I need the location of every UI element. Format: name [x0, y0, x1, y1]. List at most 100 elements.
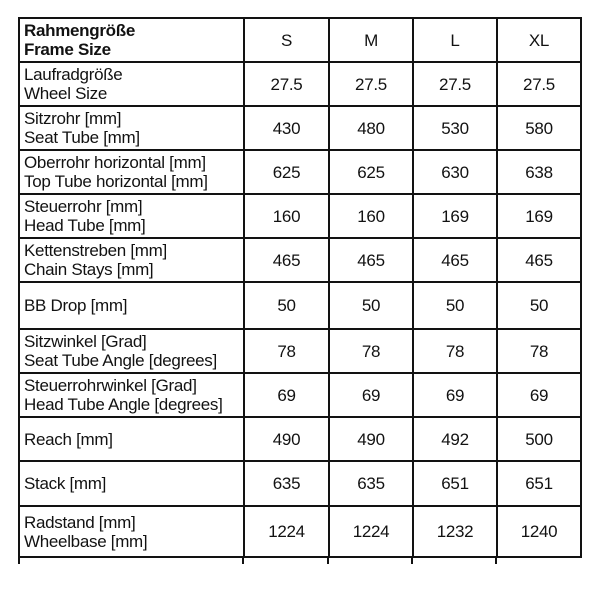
row-label-de: Sitzrohr [mm] [24, 109, 122, 128]
cell-value: 651 [412, 460, 498, 507]
cell-value: 78 [496, 328, 582, 374]
column-header-xl: XL [496, 17, 582, 63]
header-row: Rahmengröße Frame Size S M L XL [18, 17, 582, 63]
cell-value: 50 [496, 281, 582, 330]
row-label-en: Seat Tube Angle [degrees] [24, 351, 217, 370]
cell-value: 465 [496, 237, 582, 283]
row-label: Radstand [mm] Wheelbase [mm] [18, 505, 245, 558]
table-row-top-tube: Oberrohr horizontal [mm] Top Tube horizo… [18, 149, 582, 195]
table-row-head-tube-angle: Steuerrohrwinkel [Grad] Head Tube Angle … [18, 372, 582, 418]
table-row-bb-drop: BB Drop [mm] 50 50 50 50 [18, 281, 582, 330]
row-label-de: Sitzwinkel [Grad] [24, 332, 147, 351]
cell-value: 78 [412, 328, 498, 374]
cell-value: 169 [496, 193, 582, 239]
cell-value: 169 [412, 193, 498, 239]
row-label-de: Steuerrohr [mm] [24, 197, 143, 216]
cell-value: 530 [412, 105, 498, 151]
row-label-de: Kettenstreben [mm] [24, 241, 167, 260]
row-label: Stack [mm] [18, 460, 245, 507]
row-label: Kettenstreben [mm] Chain Stays [mm] [18, 237, 245, 283]
border-stub [327, 556, 329, 564]
row-label-de: Oberrohr horizontal [mm] [24, 153, 206, 172]
border-stub [411, 556, 413, 564]
cell-value: 492 [412, 416, 498, 462]
cell-value: 580 [496, 105, 582, 151]
cell-value: 69 [328, 372, 414, 418]
row-label: Sitzrohr [mm] Seat Tube [mm] [18, 105, 245, 151]
row-label: BB Drop [mm] [18, 281, 245, 330]
cell-value: 635 [328, 460, 414, 507]
cell-value: 430 [243, 105, 330, 151]
cell-value: 50 [328, 281, 414, 330]
table-row-stack: Stack [mm] 635 635 651 651 [18, 460, 582, 507]
column-header-l: L [412, 17, 498, 63]
table-row-reach: Reach [mm] 490 490 492 500 [18, 416, 582, 462]
row-label-en: Wheelbase [mm] [24, 531, 148, 551]
header-label-de: Rahmengröße [24, 21, 135, 40]
border-stub [242, 556, 244, 564]
row-label-de: Radstand [mm] [24, 512, 136, 532]
frame-geometry-table: Rahmengröße Frame Size S M L XL Laufradg… [18, 17, 582, 564]
header-frame-size: Rahmengröße Frame Size [18, 17, 245, 63]
cell-value: 635 [243, 460, 330, 507]
cell-value: 630 [412, 149, 498, 195]
cell-value: 1224 [328, 505, 414, 558]
row-label-en: Head Tube [mm] [24, 216, 146, 235]
cell-value: 638 [496, 149, 582, 195]
row-label-en: Wheel Size [24, 84, 107, 103]
cell-value: 465 [328, 237, 414, 283]
cell-value: 78 [243, 328, 330, 374]
cell-value: 625 [328, 149, 414, 195]
cell-value: 1240 [496, 505, 582, 558]
row-label: Steuerrohrwinkel [Grad] Head Tube Angle … [18, 372, 245, 418]
cell-value: 480 [328, 105, 414, 151]
row-label: Steuerrohr [mm] Head Tube [mm] [18, 193, 245, 239]
table-row-chain-stays: Kettenstreben [mm] Chain Stays [mm] 465 … [18, 237, 582, 283]
geometry-table: Rahmengröße Frame Size S M L XL Laufradg… [18, 17, 582, 558]
cell-value: 490 [328, 416, 414, 462]
row-label-en: Seat Tube [mm] [24, 128, 140, 147]
column-header-m: M [328, 17, 414, 63]
cell-value: 50 [412, 281, 498, 330]
table-row-head-tube: Steuerrohr [mm] Head Tube [mm] 160 160 1… [18, 193, 582, 239]
header-label-en: Frame Size [24, 40, 111, 59]
cell-value: 160 [243, 193, 330, 239]
cell-value: 27.5 [328, 61, 414, 107]
cell-value: 50 [243, 281, 330, 330]
cell-value: 69 [243, 372, 330, 418]
border-stub [18, 556, 20, 564]
table-row-seat-tube-angle: Sitzwinkel [Grad] Seat Tube Angle [degre… [18, 328, 582, 374]
row-label: Laufradgröße Wheel Size [18, 61, 245, 107]
row-label: Reach [mm] [18, 416, 245, 462]
column-header-s: S [243, 17, 330, 63]
table-row-wheelbase: Radstand [mm] Wheelbase [mm] 1224 1224 1… [18, 505, 582, 558]
cell-value: 78 [328, 328, 414, 374]
cell-value: 500 [496, 416, 582, 462]
cell-value: 465 [412, 237, 498, 283]
table-row-wheel-size: Laufradgröße Wheel Size 27.5 27.5 27.5 2… [18, 61, 582, 107]
row-label-de: Stack [mm] [24, 474, 107, 493]
cell-value: 490 [243, 416, 330, 462]
table-row-seat-tube: Sitzrohr [mm] Seat Tube [mm] 430 480 530… [18, 105, 582, 151]
cell-value: 1224 [243, 505, 330, 558]
cell-value: 27.5 [243, 61, 330, 107]
row-label-en: Top Tube horizontal [mm] [24, 172, 208, 191]
cell-value: 465 [243, 237, 330, 283]
row-label-de: BB Drop [mm] [24, 296, 128, 315]
row-label: Oberrohr horizontal [mm] Top Tube horizo… [18, 149, 245, 195]
row-label-de: Steuerrohrwinkel [Grad] [24, 376, 197, 395]
cell-value: 160 [328, 193, 414, 239]
cell-value: 625 [243, 149, 330, 195]
row-label-de: Reach [mm] [24, 429, 113, 449]
cell-value: 69 [412, 372, 498, 418]
cell-value: 1232 [412, 505, 498, 558]
cell-value: 651 [496, 460, 582, 507]
row-label: Sitzwinkel [Grad] Seat Tube Angle [degre… [18, 328, 245, 374]
cell-value: 27.5 [496, 61, 582, 107]
border-stub [495, 556, 497, 564]
cell-value: 27.5 [412, 61, 498, 107]
cell-value: 69 [496, 372, 582, 418]
row-label-de: Laufradgröße [24, 65, 123, 84]
row-label-en: Head Tube Angle [degrees] [24, 395, 223, 414]
row-label-en: Chain Stays [mm] [24, 260, 154, 279]
